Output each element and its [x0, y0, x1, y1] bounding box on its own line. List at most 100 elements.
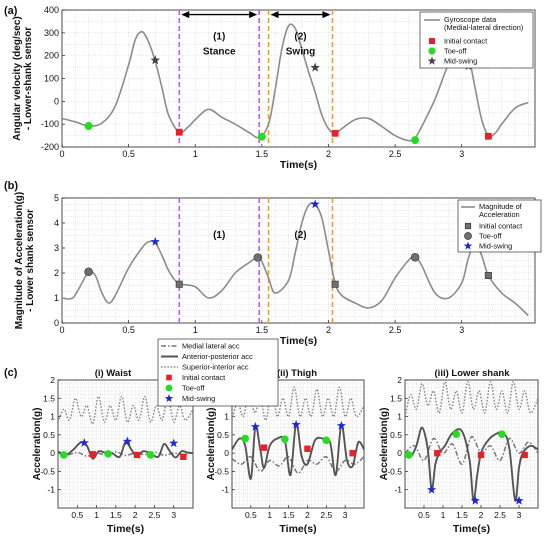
initial_contact-marker	[331, 280, 339, 288]
legend-entry: Toe-off	[444, 47, 467, 56]
y-axis-label-line: Magnitude of Acceleration(g)	[14, 192, 25, 329]
y-tick-label: 1	[397, 412, 402, 422]
grid	[61, 197, 535, 324]
stance-arrow-head-left	[181, 11, 190, 19]
toe_off-marker	[498, 430, 506, 438]
mid_swing-marker	[514, 495, 524, 505]
initial_contact-marker	[175, 128, 183, 136]
x-tick-label: 0.5	[71, 510, 83, 520]
mid_swing-marker	[250, 422, 260, 431]
x-tick-label: 0.5	[418, 510, 430, 520]
initial_contact-marker	[133, 451, 141, 459]
swing-label-number: (2)	[294, 32, 306, 43]
legend-entry: Mid-swing	[479, 242, 512, 251]
x-tick-label: 0	[59, 149, 64, 159]
x-tick-label: 1	[267, 510, 272, 520]
mid_swing-marker	[310, 62, 320, 72]
y-axis-label: Acceleration(g)	[206, 408, 217, 481]
x-tick-label: 1.5	[283, 510, 295, 520]
x-tick-label: 3	[459, 149, 464, 159]
initial_contact-marker	[180, 453, 187, 460]
y-tick-label: 400	[44, 5, 59, 15]
series-line	[405, 426, 538, 502]
chart-c_lower_shank: 0.5 1 1.5 2 2.5 3 -1 -0.5 0 0.5 1 1.5 2 Time(s) (iii) …	[379, 368, 539, 535]
initial_contact-marker	[349, 449, 356, 457]
subplot-title: (ii) Thigh	[277, 368, 317, 379]
x-tick-label: 1	[193, 325, 198, 335]
x-axis-label: Time(s)	[280, 159, 317, 171]
y-tick-label: 1	[54, 293, 59, 303]
y-axis-label: Magnitude of Acceleration(g)- Lower shan…	[14, 192, 36, 329]
x-tick-label: 2.5	[494, 510, 506, 520]
x-tick-label: 2	[133, 510, 138, 520]
x-tick-label: 2	[326, 325, 331, 335]
x-tick-label: 3	[171, 510, 176, 520]
stance-arrow-head-right	[249, 11, 258, 19]
initial_contact-marker	[477, 451, 485, 459]
toe_off-marker	[410, 252, 420, 262]
y-axis-label: Acceleration(g)	[379, 408, 390, 481]
legend-entry: Initial contact	[479, 222, 522, 231]
x-axis-label: Time(s)	[453, 523, 490, 535]
legend-entry: Initial contact	[182, 373, 225, 382]
x-tick-label: 2	[326, 149, 331, 159]
y-tick-label: -100	[41, 119, 59, 129]
legend-box	[419, 11, 534, 69]
x-tick-label: 2.5	[389, 325, 402, 335]
toe_off-marker	[257, 132, 266, 141]
initial_contact-marker	[484, 132, 492, 140]
x-tick-label: 1	[193, 149, 198, 159]
legend: Gyroscope data (Medial-lateral direction)…	[419, 11, 534, 69]
axes-frame	[404, 379, 539, 509]
y-tick-label: 2	[54, 268, 59, 278]
y-tick-label: 100	[44, 74, 59, 84]
x-tick-label: 2	[305, 510, 310, 520]
legend-mid-swing-swatch	[463, 241, 473, 250]
initial_contact-marker	[484, 271, 492, 279]
legend-entry: Mid-swing	[444, 57, 477, 66]
legend-entry: Gyroscope data (Medial-lateral direction)	[444, 15, 523, 32]
initial_contact-marker	[434, 449, 441, 457]
toe_off-marker	[452, 430, 461, 438]
y-tick-label: 2	[397, 375, 402, 385]
y-tick-label: 0	[50, 448, 55, 458]
y-tick-label: 0	[397, 448, 402, 458]
panel-label: (b)	[4, 180, 18, 192]
axes-frame	[231, 379, 365, 509]
x-tick-label: 2	[479, 510, 484, 520]
x-axis-label: Time(s)	[107, 523, 144, 535]
series-line	[405, 435, 538, 465]
x-tick-label: 1	[441, 510, 446, 520]
subplot-title: (iii) Lower shank	[435, 368, 511, 379]
toe_off-marker	[104, 450, 112, 458]
y-axis-label-group: Angular velocity (deg/sec)- Lower-shank …	[12, 16, 34, 140]
x-tick-label: 1.5	[256, 149, 269, 159]
legend-entry-line: Gyroscope data	[444, 15, 497, 24]
x-axis-label: Time(s)	[279, 523, 316, 535]
initial_contact-marker	[89, 451, 96, 458]
toe_off-marker	[411, 136, 420, 145]
series-line	[405, 381, 538, 417]
legend-toe-off-swatch	[464, 232, 472, 240]
toe_off-marker	[241, 434, 249, 443]
mid_swing-marker	[470, 495, 480, 505]
y-axis-label-line: - Lower-shank sensor	[23, 27, 34, 130]
toe_off-marker	[84, 267, 93, 277]
axes-frame	[57, 379, 194, 509]
y-tick-label: -0.5	[40, 466, 55, 476]
series-line	[58, 395, 193, 425]
x-tick-label: 0.5	[122, 325, 135, 335]
initial_contact-marker	[521, 451, 528, 459]
y-tick-label: 0.5	[390, 430, 402, 440]
legend-entry: Anterior-posterior acc	[182, 352, 253, 361]
legend-toe-off-swatch	[428, 47, 436, 55]
y-tick-label: 2	[50, 375, 55, 385]
x-tick-label: 1.5	[456, 510, 468, 520]
y-axis-label-group: Acceleration(g)	[32, 408, 43, 481]
toe_off-marker	[84, 121, 93, 130]
mid_swing-marker	[122, 436, 132, 446]
series-line	[62, 202, 529, 317]
legend-entry-line: Magnitude of	[479, 202, 523, 211]
